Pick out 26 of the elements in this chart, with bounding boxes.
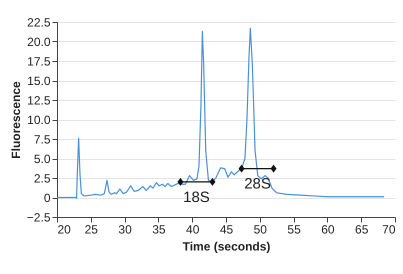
y-tick-label: 22.5 bbox=[27, 16, 51, 30]
x-tick-label: 20 bbox=[58, 222, 72, 236]
y-tick-label: 15.0 bbox=[27, 74, 51, 88]
annotation: 18S bbox=[183, 188, 210, 206]
y-tick-label: 2.5 bbox=[34, 172, 51, 186]
x-tick-label: 40 bbox=[186, 222, 200, 236]
y-tick-label: 17.5 bbox=[27, 54, 51, 68]
y-tick-label: 5.0 bbox=[34, 152, 51, 166]
y-axis-title: Fluorescence bbox=[8, 80, 23, 159]
x-tick-label: 65 bbox=[355, 222, 369, 236]
y-tick-label: 0 bbox=[44, 191, 51, 205]
y-tick-label: −2.5 bbox=[26, 210, 51, 224]
x-tick-label: 30 bbox=[118, 222, 132, 236]
x-tick-label: 55 bbox=[287, 222, 302, 236]
y-tick-label: 7.5 bbox=[34, 132, 51, 146]
x-axis-title: Time (seconds) bbox=[182, 240, 270, 254]
x-tick-label: 50 bbox=[254, 222, 268, 236]
y-tick-label: 20.0 bbox=[27, 35, 51, 49]
x-tick-label: 70 bbox=[382, 222, 396, 236]
y-tick-label: 12.5 bbox=[27, 94, 51, 108]
x-tick-label: 45 bbox=[220, 222, 234, 236]
y-tick-label: 10.0 bbox=[27, 113, 51, 127]
x-tick-label: 35 bbox=[152, 222, 166, 236]
annotation: 28S bbox=[244, 176, 271, 193]
x-tick-label: 25 bbox=[84, 222, 98, 236]
x-tick-label: 60 bbox=[321, 222, 335, 236]
